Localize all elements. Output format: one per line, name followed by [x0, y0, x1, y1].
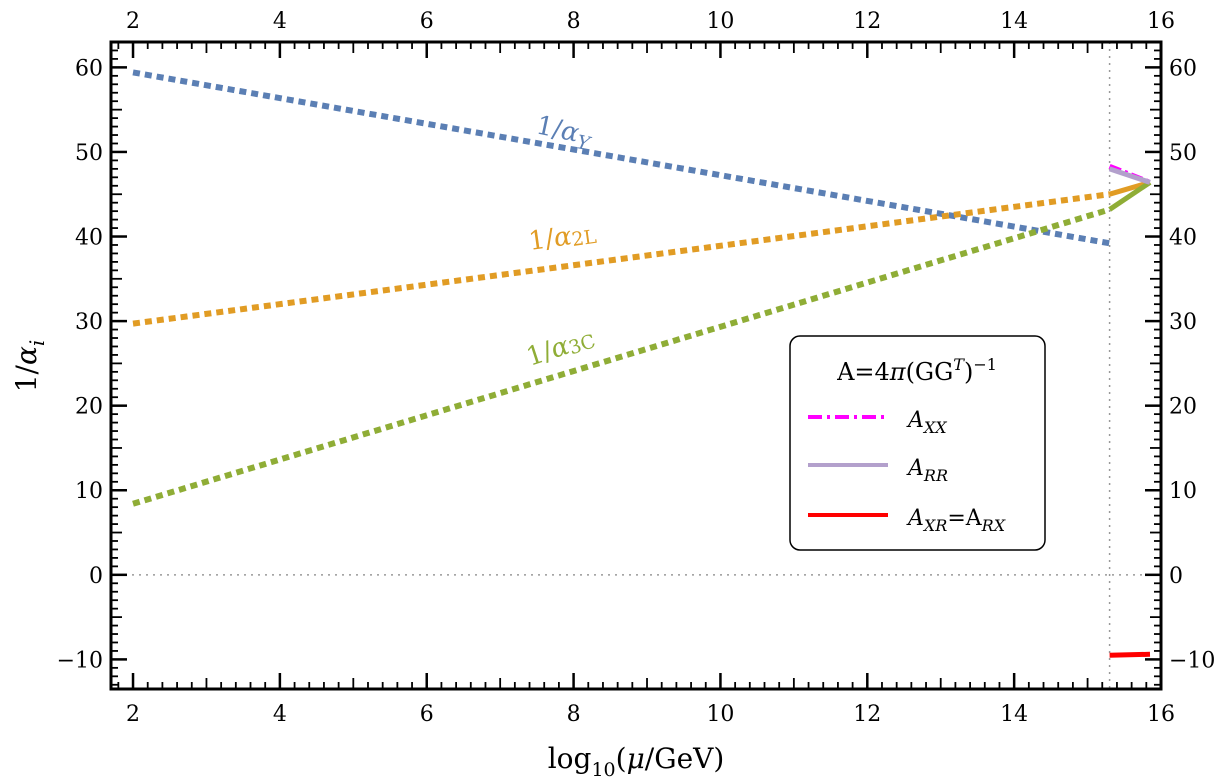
x-tick-label-bottom: 8 [567, 702, 581, 727]
x-tick-label-bottom: 4 [273, 702, 287, 727]
legend-entry-arr: ARR [906, 456, 948, 485]
x-tick-label-bottom: 10 [706, 702, 734, 727]
y-tick-label-right: 20 [1169, 395, 1197, 420]
series-line-1 [132, 191, 1110, 327]
series-line-6 [1108, 166, 1151, 185]
y-tick-label-right: 10 [1169, 479, 1197, 504]
x-tick-label-top: 10 [706, 9, 734, 34]
y-tick-label-left: 30 [75, 310, 103, 335]
y-tick-label-left: 10 [75, 479, 103, 504]
legend-entry-axr: AXR=ARX [906, 506, 1006, 535]
y-tick-label-left: 0 [89, 564, 103, 589]
x-tick-label-top: 6 [420, 9, 434, 34]
label-alpha-2l: 1/α2L [527, 218, 598, 257]
legend: A=4π(GGT)−1 AXX ARR AXR=ARX [789, 335, 1046, 551]
y-tick-label-right: −10 [1169, 648, 1215, 673]
y-tick-label-right: 40 [1169, 226, 1197, 251]
series-line-7 [1109, 651, 1151, 658]
x-tick-label-top: 8 [567, 9, 581, 34]
x-tick-label-bottom: 6 [420, 702, 434, 727]
y-tick-label-left: 40 [75, 226, 103, 251]
x-tick-label-bottom: 2 [126, 702, 140, 727]
legend-entry-axx: AXX [906, 408, 947, 437]
y-tick-label-right: 50 [1169, 141, 1197, 166]
series-line-0 [132, 69, 1111, 247]
series-line-4 [1108, 180, 1152, 212]
y-tick-label-right: 0 [1169, 564, 1183, 589]
x-tick-label-top: 4 [273, 9, 287, 34]
x-tick-label-bottom: 14 [1000, 702, 1028, 727]
x-tick-label-bottom: 12 [853, 702, 881, 727]
x-tick-label-top: 2 [126, 9, 140, 34]
x-tick-label-top: 14 [1000, 9, 1028, 34]
y-tick-label-left: 50 [75, 141, 103, 166]
legend-box [789, 335, 1046, 551]
legend-title: A=4π(GGT)−1 [836, 355, 997, 386]
series-line-2 [132, 206, 1111, 507]
y-tick-label-left: 20 [75, 395, 103, 420]
x-tick-label-bottom: 16 [1147, 702, 1175, 727]
y-tick-label-right: 60 [1169, 56, 1197, 81]
y-tick-label-right: 30 [1169, 310, 1197, 335]
y-tick-label-left: −10 [57, 648, 103, 673]
plot-frame [109, 40, 1163, 691]
x-tick-label-top: 12 [853, 9, 881, 34]
x-axis-label: log10(μ/GeV) [548, 742, 725, 781]
y-tick-label-left: 60 [75, 56, 103, 81]
x-tick-label-top: 16 [1147, 9, 1175, 34]
y-axis-label: 1/αi [10, 340, 49, 393]
